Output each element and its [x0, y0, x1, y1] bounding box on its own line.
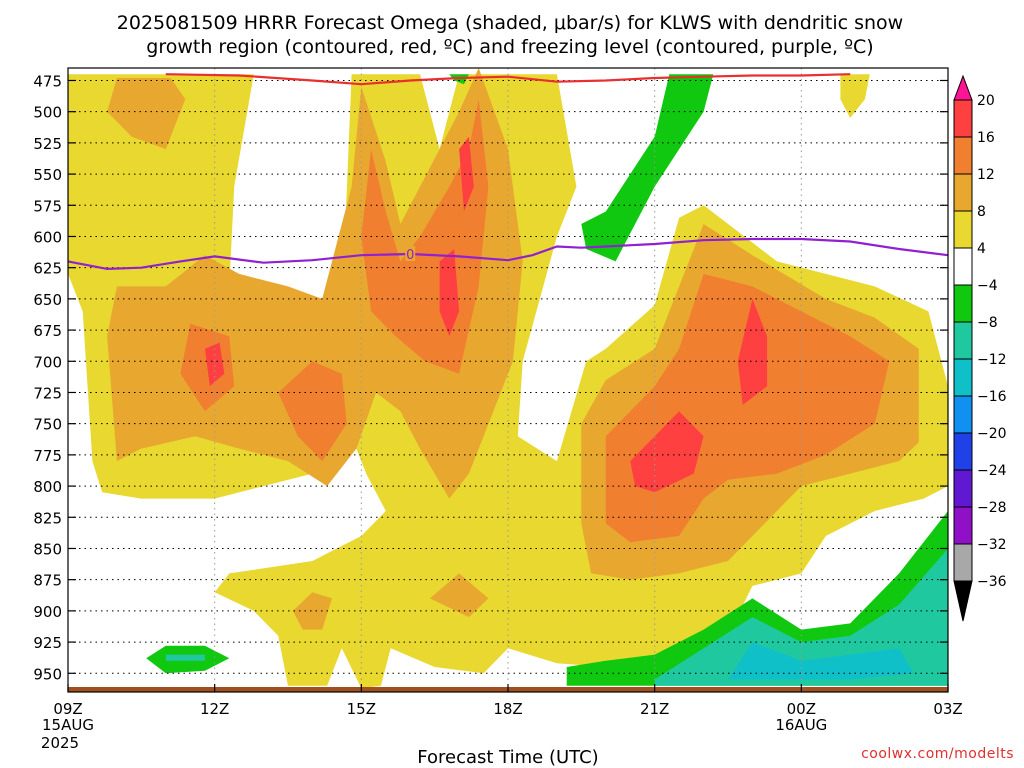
colorbar-label-8: −16 — [977, 389, 1007, 405]
y-tick-label-525: 525 — [33, 135, 62, 153]
y-tick-label-600: 600 — [33, 228, 62, 246]
colorbar-label-7: −12 — [977, 352, 1007, 368]
omega-shading — [68, 68, 948, 692]
colorbar-swatch-9 — [953, 395, 973, 434]
colorbar-swatch-3 — [953, 173, 973, 212]
y-tick-label-700: 700 — [33, 353, 62, 371]
y-tick-label-550: 550 — [33, 166, 62, 184]
x-tick-year-09Z: 2025 — [41, 734, 79, 752]
colorbar-label-2: 12 — [977, 167, 995, 183]
y-tick-label-725: 725 — [33, 384, 62, 402]
x-tick-label-03Z: 03Z — [933, 700, 962, 718]
colorbar-swatch-10 — [953, 432, 973, 471]
omega-band-4-1 — [459, 136, 474, 212]
y-tick-label-875: 875 — [33, 572, 62, 590]
freezing-level-label: 0 — [406, 248, 414, 263]
dendritic-snow-line — [165, 73, 851, 86]
colorbar-label-4: 4 — [977, 241, 986, 257]
colorbar-label-9: −20 — [977, 426, 1007, 442]
y-tick-label-650: 650 — [33, 291, 62, 309]
omega-band-6-0 — [165, 654, 205, 661]
colorbar-swatch-8 — [953, 358, 973, 397]
colorbar-swatch-0 — [953, 74, 973, 101]
colorbar-swatch-14 — [953, 580, 973, 622]
omega-band-3-0 — [180, 323, 235, 412]
y-tick-label-925: 925 — [33, 634, 62, 652]
freezing-level-line — [67, 237, 949, 271]
x-tick-label-09Z: 09Z — [53, 700, 82, 718]
colorbar-swatch-6 — [953, 284, 973, 323]
colorbar-swatch-1 — [953, 99, 973, 138]
x-tick-label-12Z: 12Z — [200, 700, 229, 718]
omega-band-4-2 — [439, 249, 460, 337]
colorbar-swatch-11 — [953, 469, 973, 508]
colorbar-swatch-13 — [953, 543, 973, 582]
colorbar-label-1: 16 — [977, 130, 995, 146]
x-tick-label-21Z: 21Z — [640, 700, 669, 718]
y-tick-label-750: 750 — [33, 416, 62, 434]
omega-band-4-0 — [204, 342, 225, 387]
x-axis-label: Forecast Time (UTC) — [417, 747, 598, 768]
colorbar-label-10: −24 — [977, 463, 1007, 479]
x-tick-date-09Z: 15AUG — [42, 716, 94, 734]
y-tick-label-800: 800 — [33, 478, 62, 496]
omega-band-7-0 — [728, 642, 914, 680]
colorbar-swatch-4 — [953, 210, 973, 249]
y-tick-label-900: 900 — [33, 603, 62, 621]
grid-lines — [68, 68, 948, 692]
x-tick-date-00Z: 16AUG — [775, 716, 827, 734]
omega-band-3-1 — [278, 361, 347, 462]
omega-band-5-1 — [581, 74, 714, 262]
y-tick-label-675: 675 — [33, 322, 62, 340]
y-tick-label-575: 575 — [33, 197, 62, 215]
colorbar-label-0: 20 — [977, 93, 995, 109]
y-tick-label-825: 825 — [33, 509, 62, 527]
colorbar-label-5: −4 — [977, 278, 998, 294]
x-tick-label-00Z: 00Z — [787, 700, 816, 718]
y-axis: 475 500 525 550 575 600 625 650 675 700 725 750 775 8… — [33, 72, 948, 683]
y-tick-label-850: 850 — [33, 540, 62, 558]
colorbar-swatch-7 — [953, 321, 973, 360]
x-tick-label-18Z: 18Z — [493, 700, 522, 718]
colorbar-label-13: −36 — [977, 574, 1007, 590]
y-tick-label-950: 950 — [33, 665, 62, 683]
colorbar-label-3: 8 — [977, 204, 986, 220]
x-tick-label-15Z: 15Z — [347, 700, 376, 718]
colorbar-swatch-2 — [953, 136, 973, 175]
omega-band-2-0 — [107, 78, 186, 150]
y-tick-label-775: 775 — [33, 447, 62, 465]
y-tick-label-625: 625 — [33, 260, 62, 278]
omega-band-2-3 — [429, 573, 489, 618]
credit-text: coolwx.com/modelts — [861, 746, 1014, 762]
y-tick-label-475: 475 — [33, 72, 62, 90]
omega-band-5-0 — [449, 74, 469, 85]
omega-band-4-3 — [630, 411, 704, 493]
colorbar-swatch-5 — [953, 247, 973, 286]
colorbar-swatch-12 — [953, 506, 973, 545]
omega-band-2-4 — [292, 592, 332, 630]
colorbar-label-11: −28 — [977, 500, 1007, 516]
chart-title-line1: 2025081509 HRRR Forecast Omega (shaded, … — [117, 12, 903, 34]
omega-band-4-4 — [737, 298, 768, 405]
chart-title-line2: growth region (contoured, red, ºC) and f… — [146, 36, 873, 58]
colorbar-label-6: −8 — [977, 315, 998, 331]
colorbar-label-12: −32 — [977, 537, 1007, 553]
colorbar: 20 16 12 8 4 −4 −8 −12 −16 −20 −24 −28 −32 −36 — [953, 74, 1007, 622]
contour-lines: 0 — [67, 73, 949, 271]
y-tick-label-500: 500 — [33, 104, 62, 122]
freezing-label-bg — [405, 245, 416, 261]
omega-band-1-0 — [840, 74, 870, 118]
